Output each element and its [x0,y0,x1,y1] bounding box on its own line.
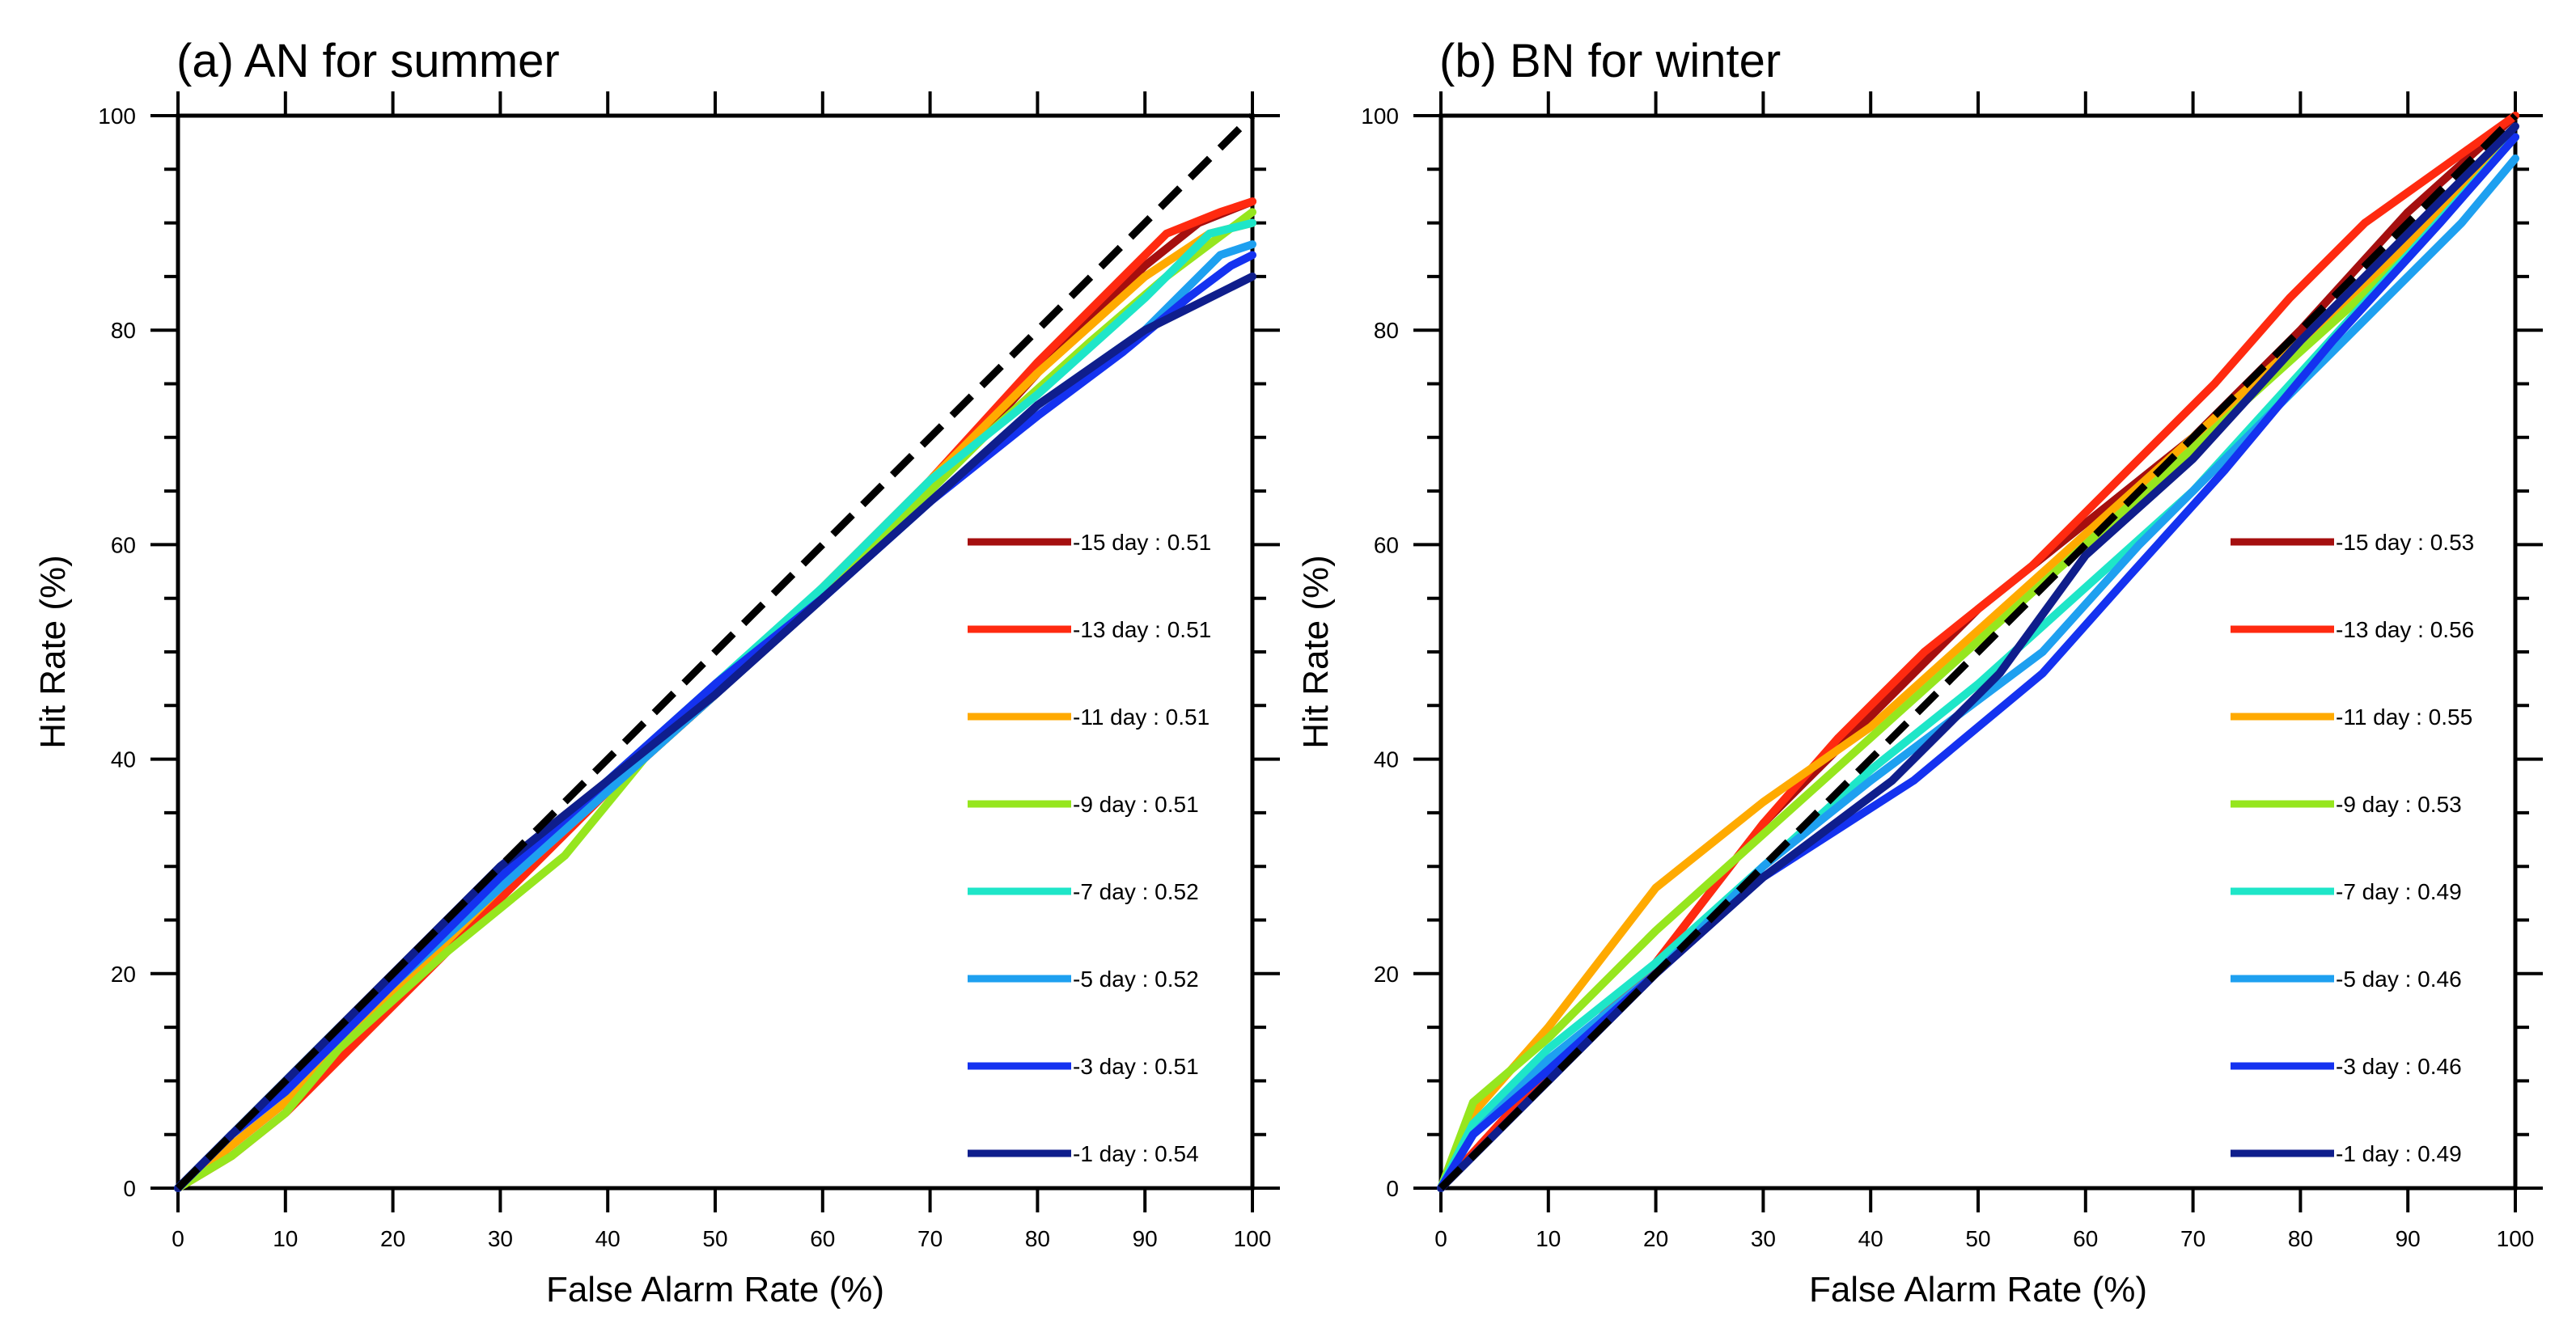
panel-b: (b) BN for winter 0 10 20 30 40 50 60 70 80 90 100 0… [1296,35,2543,1309]
legend-label: -5 day : 0.52 [1073,967,1199,992]
y-tick-label: 60 [1374,532,1399,557]
x-tick-label: 40 [1858,1226,1883,1251]
series-line-1-day [174,272,1256,1192]
x-tick-label: 10 [1536,1226,1561,1251]
x-tick-label: 0 [1434,1226,1447,1251]
x-tick-label: 10 [273,1226,298,1251]
x-tick-label: 40 [595,1226,621,1251]
y-tick-label: 60 [111,532,136,557]
legend-label: -3 day : 0.51 [1073,1054,1199,1079]
x-tick-label: 60 [810,1226,835,1251]
y-tick-label: 40 [1374,747,1399,772]
legend-label: -1 day : 0.49 [2336,1141,2462,1166]
legend-label: -13 day : 0.56 [2336,617,2474,642]
x-tick-label: 20 [1643,1226,1668,1251]
legend-label: -7 day : 0.52 [1073,879,1199,904]
y-tick-label: 20 [111,962,136,987]
y-tick-label: 40 [111,747,136,772]
panel-title: (b) BN for winter [1439,35,1781,87]
x-tick-label: 20 [380,1226,405,1251]
series-line-9-day [1437,133,2519,1192]
x-tick-label: 70 [917,1226,943,1251]
legend-label: -1 day : 0.54 [1073,1141,1199,1166]
legend-label: -9 day : 0.51 [1073,792,1199,817]
x-tick-label: 50 [1965,1226,1990,1251]
y-tick-label: 0 [123,1176,136,1201]
series-line-3-day [1437,133,2519,1192]
y-tick-label: 80 [111,318,136,343]
x-tick-label: 80 [2288,1226,2313,1251]
y-tick-label: 80 [1374,318,1399,343]
legend-label: -3 day : 0.46 [2336,1054,2462,1079]
no-skill-diagonal [175,112,1256,1191]
legend-label: -15 day : 0.51 [1073,530,1211,555]
x-tick-label: 80 [1025,1226,1050,1251]
legend-label: -7 day : 0.49 [2336,879,2462,904]
y-tick-label: 100 [1361,104,1399,129]
legend-label: -13 day : 0.51 [1073,617,1211,642]
x-tick-label: 90 [2396,1226,2421,1251]
y-axis-label: Hit Rate (%) [1296,555,1336,749]
x-tick-label: 60 [2073,1226,2098,1251]
no-skill-diagonal [1438,112,2519,1191]
legend-label: -5 day : 0.46 [2336,967,2462,992]
x-tick-label: 90 [1133,1226,1158,1251]
legend-label: -9 day : 0.53 [2336,792,2462,817]
legend-label: -15 day : 0.53 [2336,530,2474,555]
panel-title: (a) AN for summer [176,35,560,87]
panel-a: (a) AN for summer 0 10 20 30 40 50 60 70 80 90 100 0… [33,35,1280,1309]
x-tick-label: 30 [488,1226,513,1251]
y-axis-label: Hit Rate (%) [33,555,73,749]
y-tick-label: 100 [98,104,136,129]
x-tick-label: 0 [172,1226,184,1251]
x-axis-label: False Alarm Rate (%) [1809,1270,2147,1309]
x-tick-label: 100 [2497,1226,2535,1251]
legend-label: -11 day : 0.55 [2336,704,2472,730]
x-tick-label: 100 [1234,1226,1272,1251]
legend-label: -11 day : 0.51 [1073,704,1210,730]
x-tick-label: 70 [2180,1226,2205,1251]
x-tick-label: 50 [702,1226,727,1251]
x-tick-label: 30 [1751,1226,1776,1251]
y-tick-label: 0 [1386,1176,1399,1201]
y-tick-label: 20 [1374,962,1399,987]
x-axis-label: False Alarm Rate (%) [546,1270,884,1309]
